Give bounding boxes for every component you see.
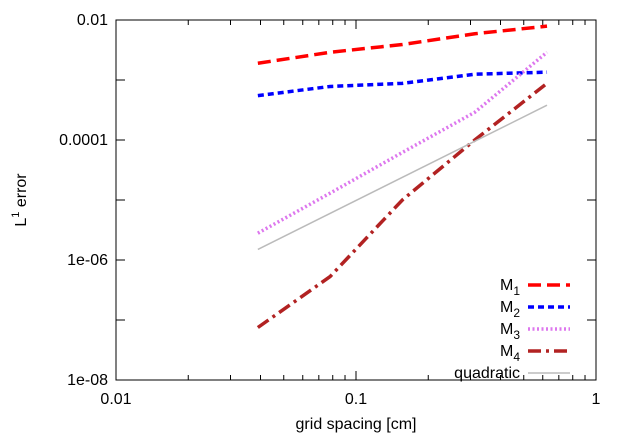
y-axis-label-sup: 1	[10, 212, 22, 218]
x-axis-label: grid spacing [cm]	[296, 416, 417, 433]
y-tick-label: 0.0001	[59, 132, 108, 149]
series-line-5	[257, 104, 548, 251]
y-tick-label: 1e-08	[67, 372, 108, 389]
y-axis-label: L1 error	[10, 173, 30, 227]
series-layer	[256, 24, 549, 329]
series-line-3	[257, 50, 549, 235]
series-line-4	[256, 81, 549, 329]
x-tick-label: 0.1	[345, 391, 367, 408]
axis-ticks: 0.01 0.1 1 1e-08 1e-06 0.0001 0.01	[59, 12, 600, 408]
y-axis-label-rest: error	[13, 173, 30, 212]
legend-label: M3	[500, 321, 520, 342]
series-line-1	[257, 24, 548, 66]
legend-label: M2	[500, 299, 520, 320]
y-axis-label-base: L	[13, 218, 30, 227]
legend-label: M1	[500, 277, 520, 298]
legend-label: M4	[500, 343, 520, 364]
x-tick-label: 0.01	[100, 391, 131, 408]
legend-label: quadratic	[454, 365, 520, 382]
series-line-2	[257, 70, 548, 98]
y-tick-label: 1e-06	[67, 252, 108, 269]
x-tick-label: 1	[592, 391, 601, 408]
y-tick-label: 0.01	[77, 12, 108, 29]
